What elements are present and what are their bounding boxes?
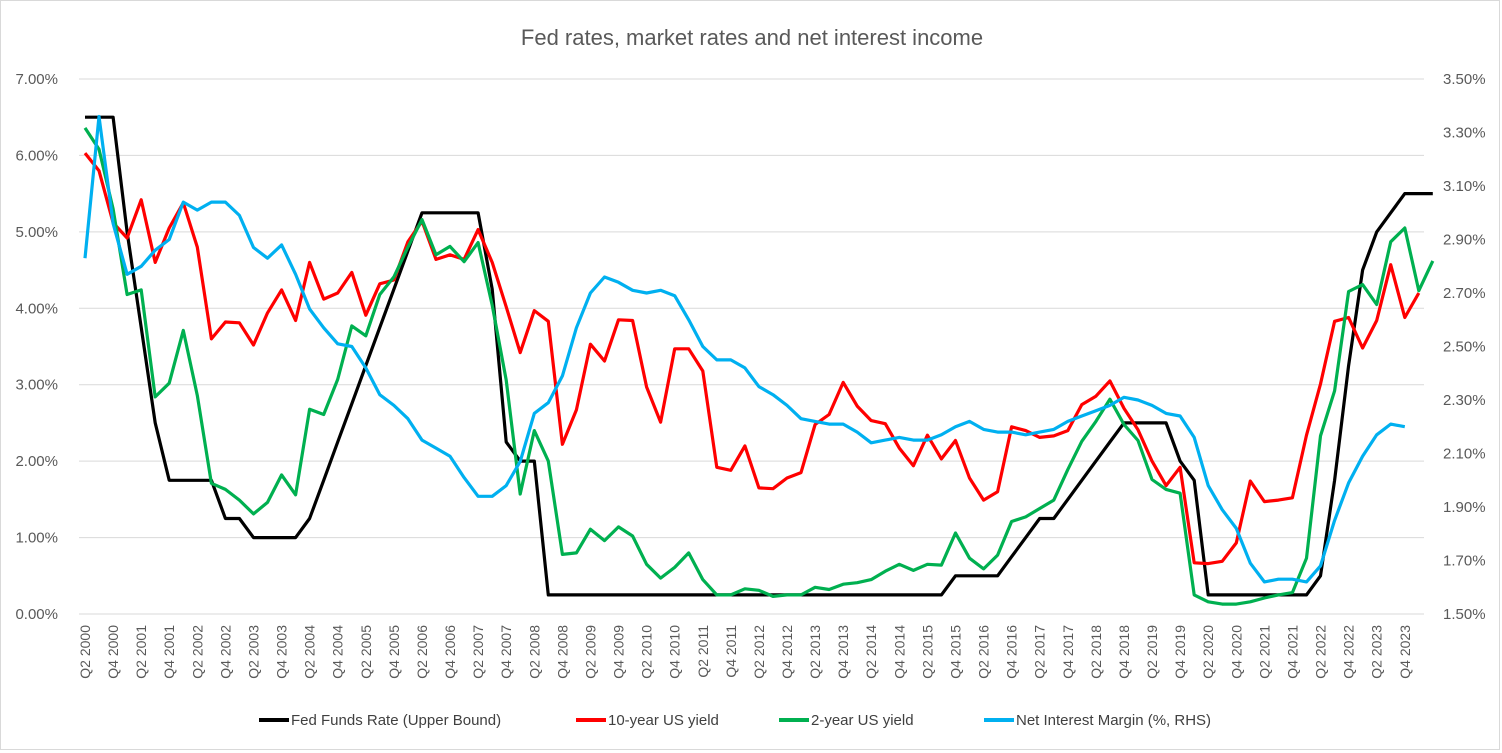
x-tick-label: Q2 2011 xyxy=(695,625,711,678)
x-tick-label: Q2 2021 xyxy=(1256,625,1272,679)
legend-item: Fed Funds Rate (Upper Bound) xyxy=(259,712,501,729)
x-tick-label: Q2 2017 xyxy=(1032,625,1048,679)
gridlines xyxy=(79,79,1424,614)
y-left-tick-label: 0.00% xyxy=(15,606,58,623)
x-tick-label: Q2 2019 xyxy=(1144,625,1160,679)
x-tick-label: Q4 2003 xyxy=(274,625,290,679)
y-left-tick-label: 7.00% xyxy=(15,71,58,88)
x-tick-label: Q4 2011 xyxy=(723,625,739,678)
x-tick-label: Q2 2020 xyxy=(1200,625,1216,679)
y-right-tick-label: 2.10% xyxy=(1443,446,1486,463)
x-tick-label: Q4 2018 xyxy=(1116,625,1132,679)
series-line-2-year-us-yield xyxy=(85,128,1433,604)
y-right-tick-label: 2.90% xyxy=(1443,232,1486,249)
x-tick-label: Q2 2009 xyxy=(582,625,598,679)
y-right-tick-label: 1.70% xyxy=(1443,553,1486,570)
y-left-tick-label: 1.00% xyxy=(15,530,58,547)
x-tick-label: Q4 2015 xyxy=(947,625,963,679)
x-tick-label: Q2 2003 xyxy=(245,625,261,679)
legend-label: Fed Funds Rate (Upper Bound) xyxy=(291,712,501,729)
legend: Fed Funds Rate (Upper Bound) 10-year US y… xyxy=(259,712,1211,729)
x-tick-label: Q2 2000 xyxy=(77,625,93,679)
legend-label: 10-year US yield xyxy=(608,712,719,729)
x-tick-label: Q4 2019 xyxy=(1172,625,1188,679)
x-tick-label: Q2 2016 xyxy=(976,625,992,679)
y-right-tick-label: 3.50% xyxy=(1443,71,1486,88)
x-tick-label: Q4 2008 xyxy=(554,625,570,679)
x-tick-label: Q2 2022 xyxy=(1313,625,1329,679)
y-right-tick-label: 1.90% xyxy=(1443,499,1486,516)
x-tick-label: Q2 2018 xyxy=(1088,625,1104,679)
series-line-net-interest-margin-rhs xyxy=(85,117,1405,582)
x-tick-label: Q4 2013 xyxy=(835,625,851,679)
x-tick-label: Q4 2014 xyxy=(891,625,907,679)
x-tick-label: Q4 2017 xyxy=(1060,625,1076,679)
y-left-tick-label: 4.00% xyxy=(15,300,58,317)
x-tick-label: Q2 2012 xyxy=(751,625,767,679)
y-left-tick-label: 3.00% xyxy=(15,377,58,394)
x-tick-label: Q2 2008 xyxy=(526,625,542,679)
y-right-tick-label: 3.30% xyxy=(1443,125,1486,142)
x-tick-label: Q2 2004 xyxy=(302,625,318,679)
x-tick-label: Q2 2006 xyxy=(414,625,430,679)
y-axis-right: 1.50% 1.70% 1.90% 2.10% 2.30% 2.50% 2.70% 2.90%… xyxy=(1443,71,1486,623)
series xyxy=(85,116,1433,604)
x-tick-label: Q4 2016 xyxy=(1004,625,1020,679)
legend-label: 2-year US yield xyxy=(811,712,914,729)
series-2-year-us-yield xyxy=(85,128,1433,604)
series-net-interest-margin-rhs xyxy=(85,116,1405,581)
chart-title: Fed rates, market rates and net interest… xyxy=(521,25,983,50)
x-tick-label: Q4 2005 xyxy=(386,625,402,679)
legend-item: 10-year US yield xyxy=(576,712,719,729)
y-right-tick-label: 1.50% xyxy=(1443,606,1486,623)
x-tick-label: Q2 2007 xyxy=(470,625,486,679)
x-tick-label: Q4 2021 xyxy=(1284,625,1300,679)
legend-label: Net Interest Margin (%, RHS) xyxy=(1016,712,1211,729)
x-tick-label: Q4 2001 xyxy=(161,625,177,679)
y-right-tick-label: 2.30% xyxy=(1443,392,1486,409)
x-tick-label: Q4 2020 xyxy=(1228,625,1244,679)
x-tick-label: Q4 2000 xyxy=(105,625,121,679)
x-tick-label: Q4 2007 xyxy=(498,625,514,679)
y-left-tick-label: 2.00% xyxy=(15,453,58,470)
x-tick-label: Q4 2002 xyxy=(217,625,233,679)
x-tick-label: Q4 2010 xyxy=(667,625,683,679)
x-tick-label: Q4 2006 xyxy=(442,625,458,679)
x-tick-label: Q2 2023 xyxy=(1369,625,1385,679)
x-tick-label: Q2 2002 xyxy=(189,625,205,679)
y-axis-left: 0.00% 1.00% 2.00% 3.00% 4.00% 5.00% 6.00% 7.00% xyxy=(15,71,58,623)
x-axis: Q2 2000 Q4 2000 Q2 2001 Q4 2001 Q2 2002 Q4 20… xyxy=(77,625,1413,679)
x-tick-label: Q2 2014 xyxy=(863,625,879,679)
y-right-tick-label: 3.10% xyxy=(1443,178,1486,195)
y-right-tick-label: 2.70% xyxy=(1443,285,1486,302)
x-tick-label: Q2 2005 xyxy=(358,625,374,679)
x-tick-label: Q4 2004 xyxy=(330,625,346,679)
legend-item: 2-year US yield xyxy=(779,712,914,729)
y-left-tick-label: 5.00% xyxy=(15,224,58,241)
x-tick-label: Q4 2022 xyxy=(1341,625,1357,679)
x-tick-label: Q4 2012 xyxy=(779,625,795,679)
y-right-tick-label: 2.50% xyxy=(1443,339,1486,356)
legend-item: Net Interest Margin (%, RHS) xyxy=(984,712,1211,729)
x-tick-label: Q2 2013 xyxy=(807,625,823,679)
x-tick-label: Q4 2009 xyxy=(611,625,627,679)
x-tick-label: Q2 2015 xyxy=(919,625,935,679)
x-tick-label: Q2 2001 xyxy=(133,625,149,679)
y-left-tick-label: 6.00% xyxy=(15,147,58,164)
x-tick-label: Q2 2010 xyxy=(639,625,655,679)
x-tick-label: Q4 2023 xyxy=(1397,625,1413,679)
